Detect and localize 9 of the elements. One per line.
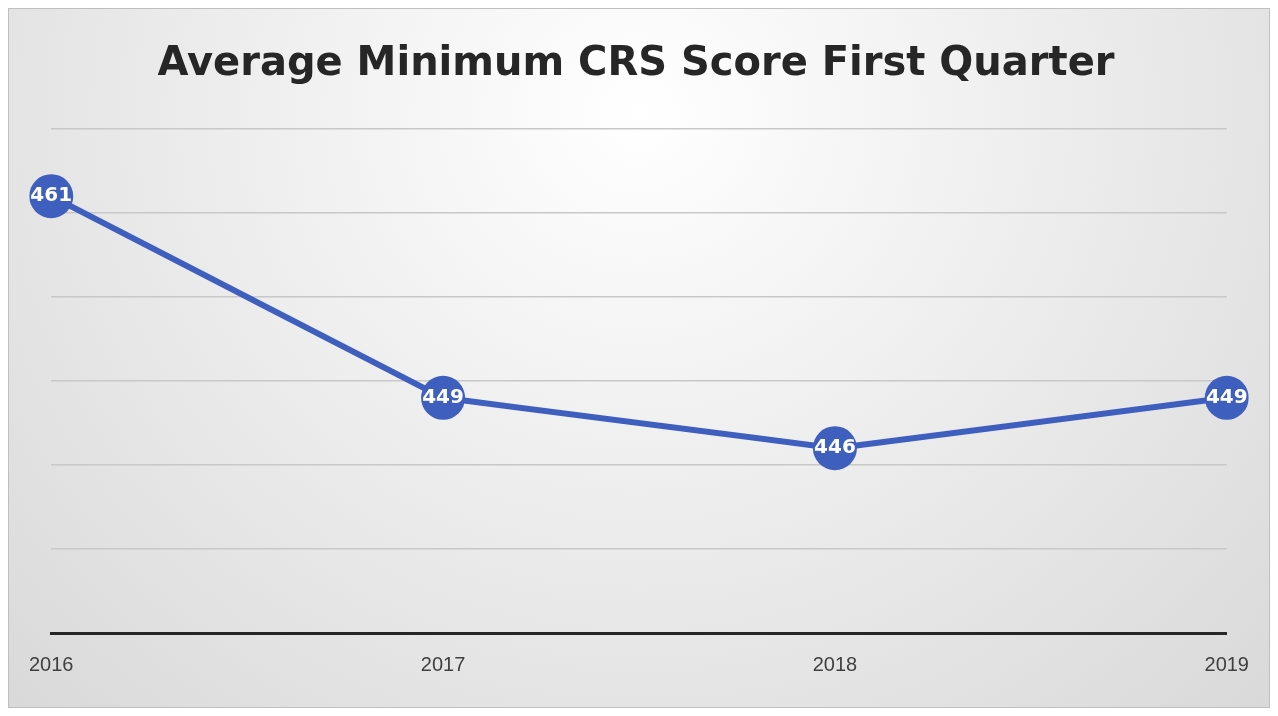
data-label: 449 bbox=[422, 384, 464, 408]
x-tick-label: 2017 bbox=[420, 652, 466, 675]
x-tick-label: 2018 bbox=[812, 652, 858, 675]
data-label: 446 bbox=[814, 434, 856, 459]
x-tick-label: 2016 bbox=[29, 652, 74, 675]
x-tick-label: 2019 bbox=[1204, 652, 1249, 675]
data-label: 449 bbox=[1205, 384, 1248, 408]
chart-title: Average Minimum CRS Score First Quarter bbox=[157, 38, 1115, 85]
data-label: 461 bbox=[30, 182, 73, 207]
